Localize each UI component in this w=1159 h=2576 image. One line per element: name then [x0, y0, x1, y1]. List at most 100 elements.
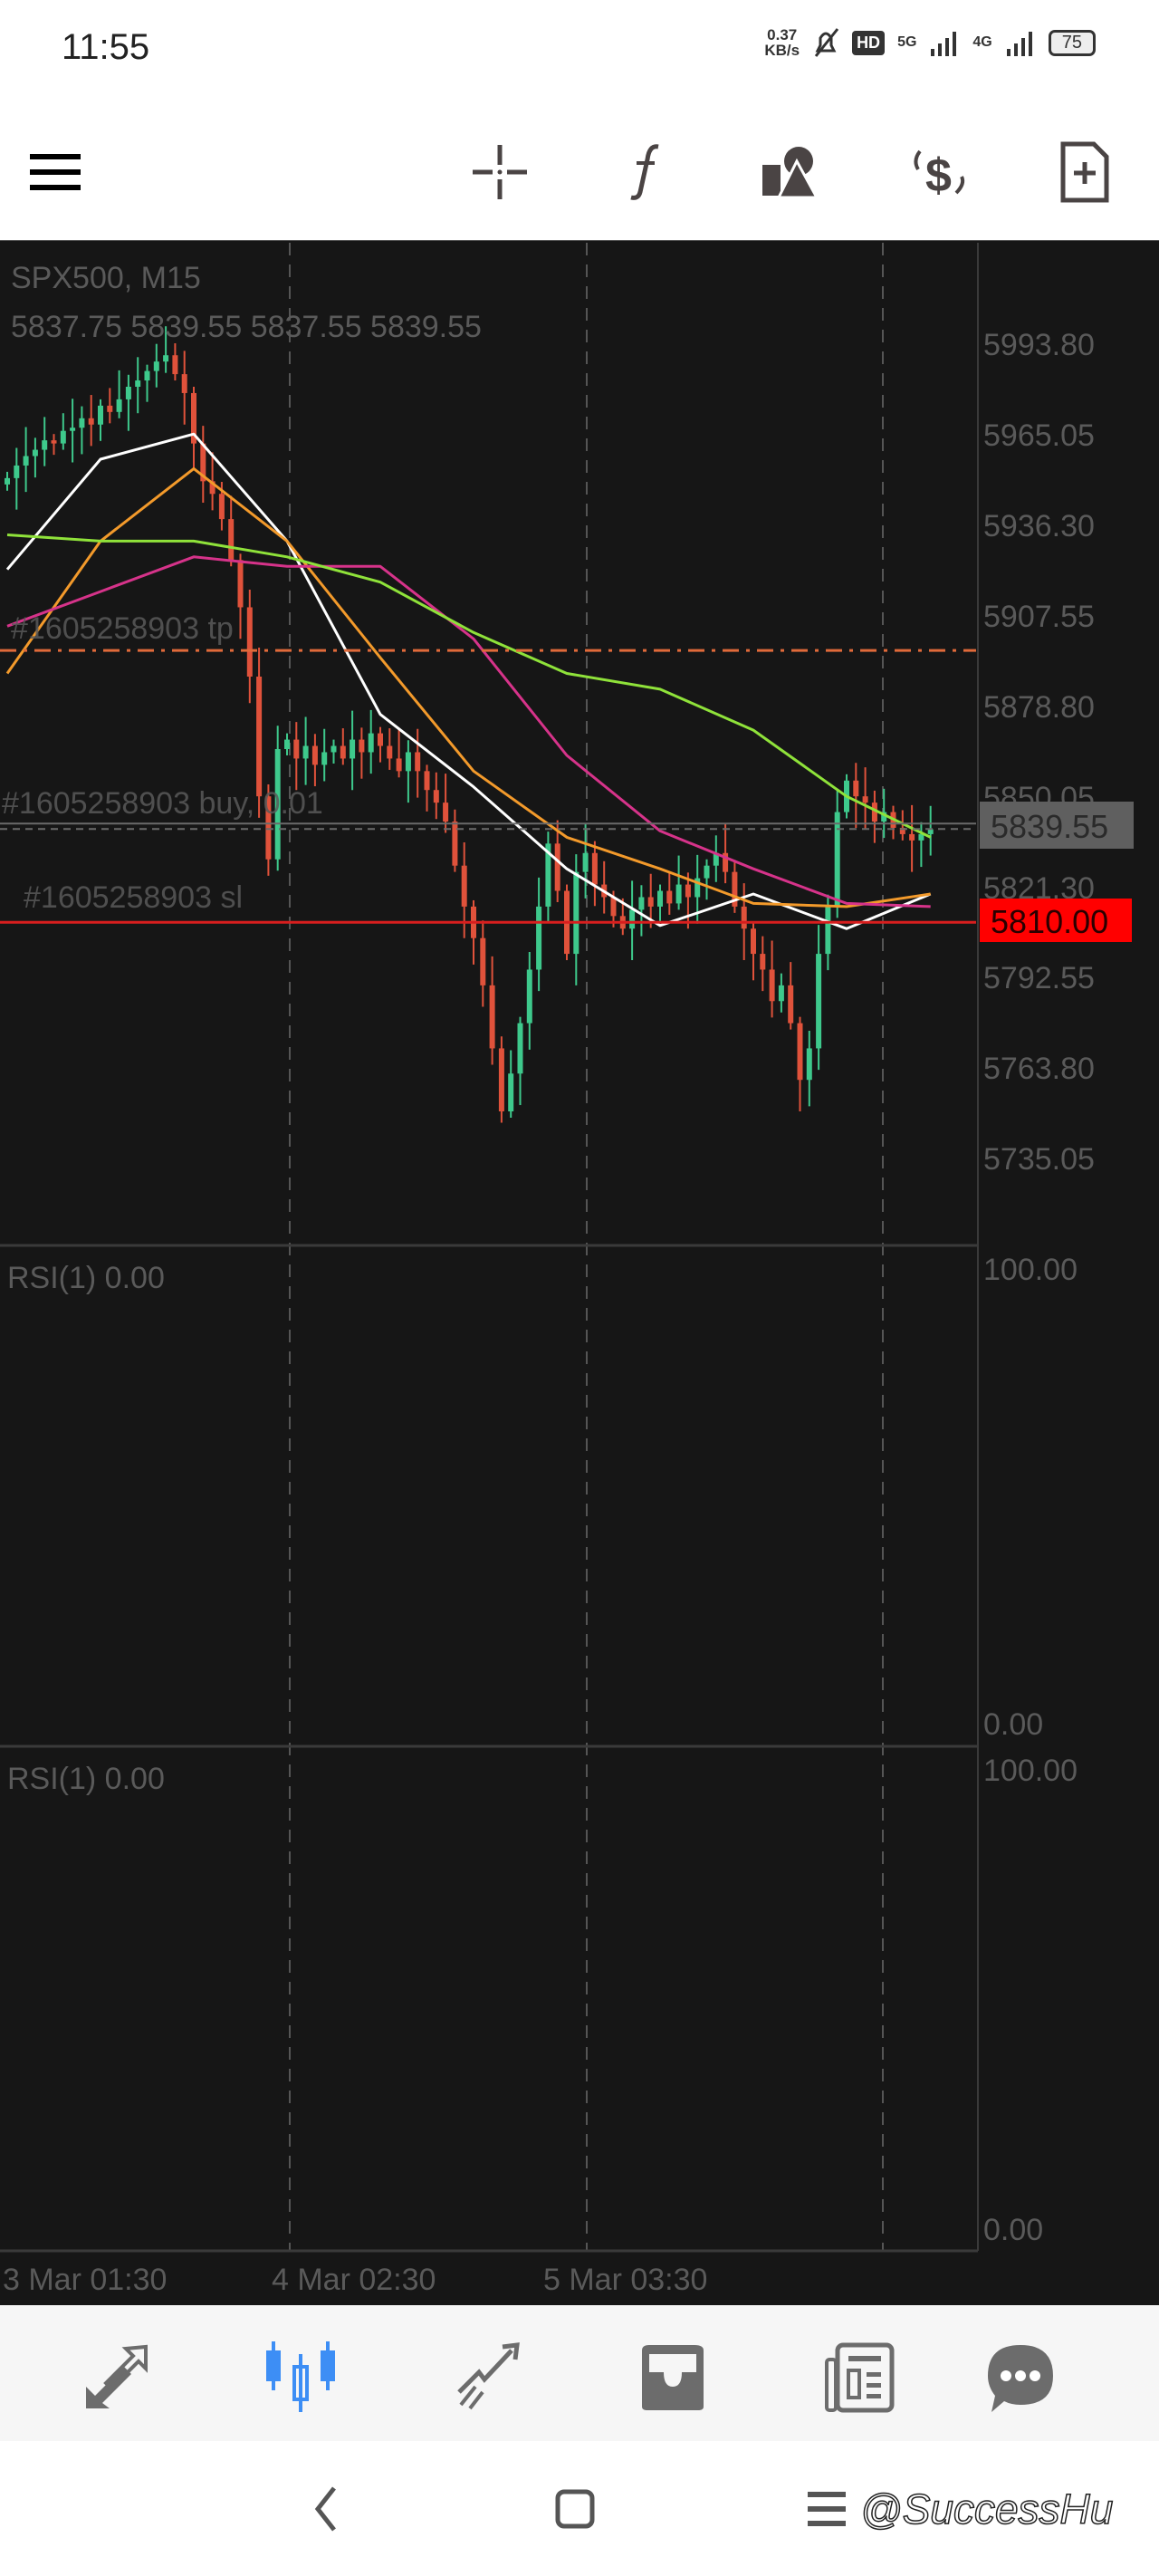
candle-body [723, 852, 729, 872]
candle-body [330, 745, 337, 753]
candle-body [629, 909, 636, 929]
svg-text:$: $ [925, 149, 952, 202]
candle-body [405, 752, 411, 772]
chart-area[interactable]: SPX500, M15 5837.75 5839.55 5837.55 5839… [0, 241, 1159, 2305]
tp-label: #1605258903 tp [11, 611, 234, 646]
indicators-icon[interactable] [613, 140, 676, 204]
candle-body [340, 745, 346, 759]
moving-average-line [5, 432, 932, 930]
candle-body [760, 954, 766, 970]
recents-icon[interactable] [795, 2477, 858, 2541]
candle-body [816, 954, 822, 1049]
price-tick: 5878.80 [983, 690, 1095, 725]
candle-body [70, 428, 76, 431]
candle-body [79, 418, 85, 428]
candle-body [321, 752, 328, 765]
price-tick: 5735.05 [983, 1142, 1095, 1177]
price-chart[interactable]: SPX500, M15 5837.75 5839.55 5837.55 5839… [0, 241, 1159, 2305]
trade-icon[interactable]: $ [907, 140, 971, 204]
candle-body [311, 745, 318, 765]
net-speed: 0.37 KB/s [764, 27, 800, 58]
candle-body [751, 928, 756, 955]
candle-body [88, 418, 94, 425]
candle-body [862, 796, 868, 803]
price-tick: 5792.55 [983, 961, 1095, 995]
candle-body [788, 985, 794, 1024]
sl-price-label: 5810.00 [991, 903, 1108, 940]
candle-body [461, 865, 467, 907]
candle-body [666, 890, 673, 904]
candle-body [443, 803, 449, 822]
hd-voice-icon: HD [852, 30, 886, 55]
candle-body [498, 1048, 504, 1111]
moving-average-line [5, 466, 931, 908]
ohlc-label: 5837.75 5839.55 5837.55 5839.55 [11, 310, 482, 344]
candle-body [610, 897, 617, 917]
price-tick: 5907.55 [983, 600, 1095, 634]
new-order-icon[interactable] [1053, 140, 1116, 204]
time-tick: 5 Mar 03:30 [543, 2263, 707, 2297]
candle-body [508, 1073, 514, 1111]
watermark: @SuccessHu [859, 2485, 1114, 2533]
net-speed-value: 0.37 [767, 26, 798, 43]
candle-body [135, 380, 141, 387]
candle-body [387, 745, 393, 759]
candle-body [42, 440, 48, 450]
price-tick: 5763.80 [983, 1052, 1095, 1086]
net-speed-unit: KB/s [764, 42, 800, 59]
candle-body [806, 1048, 812, 1081]
rsi-min-tick: 0.00 [983, 2213, 1043, 2247]
candle-body [853, 780, 859, 797]
crosshair-icon[interactable] [468, 140, 532, 204]
candle-body [274, 749, 281, 860]
candle-body [350, 739, 356, 759]
price-tick: 5993.80 [983, 328, 1095, 362]
objects-icon[interactable] [759, 140, 822, 204]
chat-icon[interactable] [980, 2337, 1061, 2418]
candle-body [246, 607, 253, 677]
candle-body [302, 745, 309, 759]
candle-body [918, 833, 924, 841]
chart-icon[interactable] [260, 2337, 341, 2418]
candle-body [573, 871, 580, 955]
candle-body [871, 803, 877, 822]
candle-body [704, 865, 710, 879]
status-bar: 11:55 0.37 KB/s HD 5G 4G 75 [0, 0, 1159, 100]
candle-body [293, 739, 300, 759]
candle-body [237, 560, 244, 608]
sl-price-badge [980, 899, 1132, 942]
menu-icon[interactable] [24, 140, 88, 204]
candle-body [591, 852, 598, 885]
trade-icon[interactable] [447, 2337, 529, 2418]
price-axis: 5993.80 5965.05 5936.30 5907.55 5878.80 … [983, 328, 1095, 1177]
signal-5g-label: 5G [897, 34, 917, 50]
candle-body [359, 739, 365, 753]
battery-icon: 75 [1048, 29, 1096, 56]
rsi-max-tick: 100.00 [983, 1253, 1078, 1287]
candle-body [732, 871, 738, 907]
candle-body [228, 519, 235, 561]
candle-body [825, 906, 831, 955]
back-icon[interactable] [293, 2477, 357, 2541]
candle-body [200, 443, 206, 482]
candle-body [256, 677, 263, 797]
candle-body [265, 796, 272, 860]
candle-body [107, 405, 113, 412]
candle-body [368, 733, 374, 753]
candle-body [60, 430, 66, 444]
candle-body [378, 733, 383, 746]
history-icon[interactable] [632, 2337, 714, 2418]
signal-4g-label: 4G [972, 34, 992, 50]
candle-body [51, 440, 57, 444]
candle-body [526, 969, 532, 1024]
home-icon[interactable] [543, 2477, 607, 2541]
candle-body [554, 843, 560, 891]
candle-body [14, 465, 20, 478]
candle-body [415, 752, 421, 772]
quotes-icon[interactable] [74, 2337, 156, 2418]
news-icon[interactable] [819, 2337, 900, 2418]
current-price-label: 5839.55 [991, 808, 1108, 845]
candle-body [98, 405, 103, 425]
candle-body [144, 370, 150, 381]
candle-body [32, 449, 38, 457]
